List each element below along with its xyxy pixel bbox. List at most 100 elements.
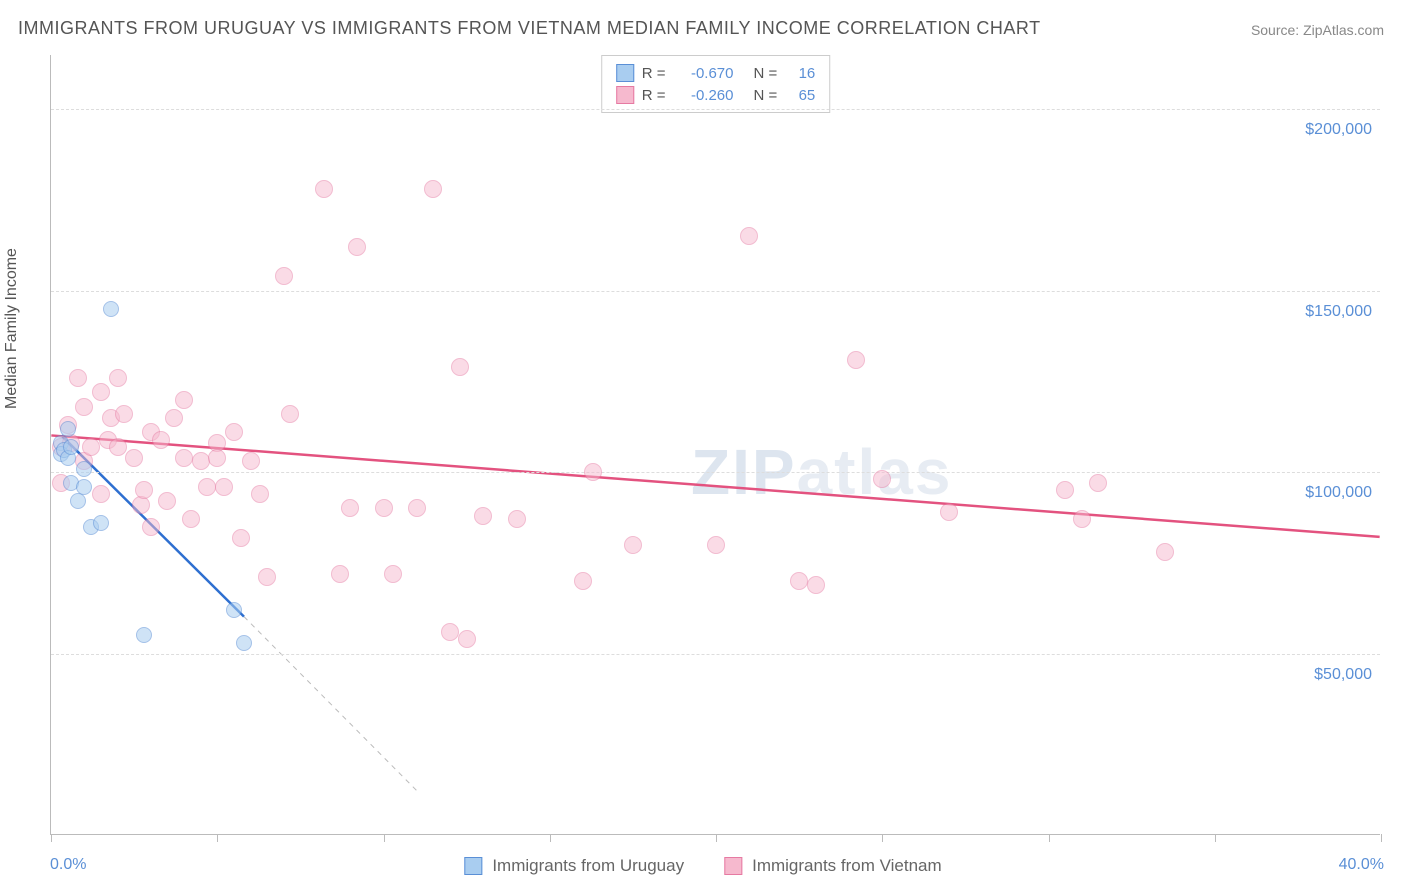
scatter-point-vietnam [115,405,133,423]
scatter-point-uruguay [136,627,152,643]
r-label: R = [642,87,666,104]
scatter-point-vietnam [348,238,366,256]
scatter-point-uruguay [76,479,92,495]
legend-item-uruguay: Immigrants from Uruguay [464,856,684,876]
scatter-point-vietnam [69,369,87,387]
n-value-vietnam: 65 [785,87,815,104]
scatter-point-vietnam [707,536,725,554]
scatter-point-vietnam [281,405,299,423]
chart-plot-area: R =-0.670N =16R =-0.260N =65 ZIPatlas $5… [50,55,1380,835]
scatter-point-vietnam [135,481,153,499]
x-axis-max-label: 40.0% [1339,856,1384,874]
source-label: Source: ZipAtlas.com [1251,22,1384,38]
scatter-point-vietnam [807,576,825,594]
x-tick [550,834,551,842]
swatch-vietnam [616,86,634,104]
scatter-point-vietnam [258,568,276,586]
scatter-point-uruguay [93,515,109,531]
scatter-point-vietnam [508,510,526,528]
scatter-point-vietnam [152,431,170,449]
legend-label-vietnam: Immigrants from Vietnam [752,856,942,876]
x-tick [1215,834,1216,842]
x-tick [1049,834,1050,842]
x-tick [716,834,717,842]
scatter-point-vietnam [408,499,426,517]
n-value-uruguay: 16 [785,65,815,82]
scatter-point-vietnam [182,510,200,528]
scatter-point-uruguay [76,461,92,477]
scatter-point-vietnam [424,180,442,198]
grid-line [51,291,1380,292]
scatter-point-vietnam [740,227,758,245]
scatter-point-vietnam [109,438,127,456]
scatter-point-uruguay [226,602,242,618]
scatter-point-vietnam [1073,510,1091,528]
trend-line-extension-uruguay [244,617,417,791]
scatter-point-vietnam [940,503,958,521]
scatter-point-vietnam [275,267,293,285]
scatter-point-vietnam [92,485,110,503]
trend-lines-layer [51,55,1380,834]
r-label: R = [642,65,666,82]
scatter-point-vietnam [208,449,226,467]
legend-label-uruguay: Immigrants from Uruguay [492,856,684,876]
scatter-point-vietnam [215,478,233,496]
n-label: N = [754,65,778,82]
scatter-point-vietnam [242,452,260,470]
scatter-point-vietnam [331,565,349,583]
r-value-uruguay: -0.670 [674,65,734,82]
legend-item-vietnam: Immigrants from Vietnam [724,856,942,876]
trend-line-vietnam [51,435,1379,536]
scatter-point-vietnam [441,623,459,641]
grid-line [51,109,1380,110]
correlation-row-uruguay: R = -0.670 N = 16 [616,62,816,84]
scatter-point-vietnam [574,572,592,590]
y-tick-label: $150,000 [1305,303,1372,321]
scatter-point-vietnam [1056,481,1074,499]
scatter-point-uruguay [60,421,76,437]
scatter-point-vietnam [584,463,602,481]
x-tick [217,834,218,842]
y-tick-label: $50,000 [1314,666,1372,684]
scatter-point-vietnam [847,351,865,369]
scatter-point-vietnam [251,485,269,503]
series-legend: Immigrants from Uruguay Immigrants from V… [464,856,941,876]
scatter-point-vietnam [225,423,243,441]
scatter-point-vietnam [232,529,250,547]
scatter-point-vietnam [341,499,359,517]
scatter-point-uruguay [63,439,79,455]
scatter-point-vietnam [125,449,143,467]
scatter-point-vietnam [109,369,127,387]
y-tick-label: $200,000 [1305,121,1372,139]
scatter-point-vietnam [165,409,183,427]
scatter-point-vietnam [624,536,642,554]
scatter-point-vietnam [75,398,93,416]
scatter-point-vietnam [873,470,891,488]
legend-swatch-vietnam [724,857,742,875]
x-axis-min-label: 0.0% [50,856,86,874]
scatter-point-vietnam [175,449,193,467]
scatter-point-vietnam [384,565,402,583]
x-tick [1381,834,1382,842]
x-tick [384,834,385,842]
scatter-point-vietnam [158,492,176,510]
n-label: N = [754,87,778,104]
correlation-row-vietnam: R =-0.260N =65 [616,84,816,106]
y-axis-title: Median Family Income [3,248,21,409]
x-tick [882,834,883,842]
scatter-point-uruguay [236,635,252,651]
grid-line [51,654,1380,655]
scatter-point-vietnam [82,438,100,456]
swatch-uruguay [616,64,634,82]
scatter-point-vietnam [1089,474,1107,492]
scatter-point-vietnam [198,478,216,496]
scatter-point-vietnam [375,499,393,517]
scatter-point-vietnam [451,358,469,376]
y-tick-label: $100,000 [1305,484,1372,502]
grid-line [51,472,1380,473]
scatter-point-uruguay [70,493,86,509]
scatter-point-vietnam [92,383,110,401]
legend-swatch-uruguay [464,857,482,875]
scatter-point-uruguay [103,301,119,317]
chart-title: IMMIGRANTS FROM URUGUAY VS IMMIGRANTS FR… [18,18,1041,39]
